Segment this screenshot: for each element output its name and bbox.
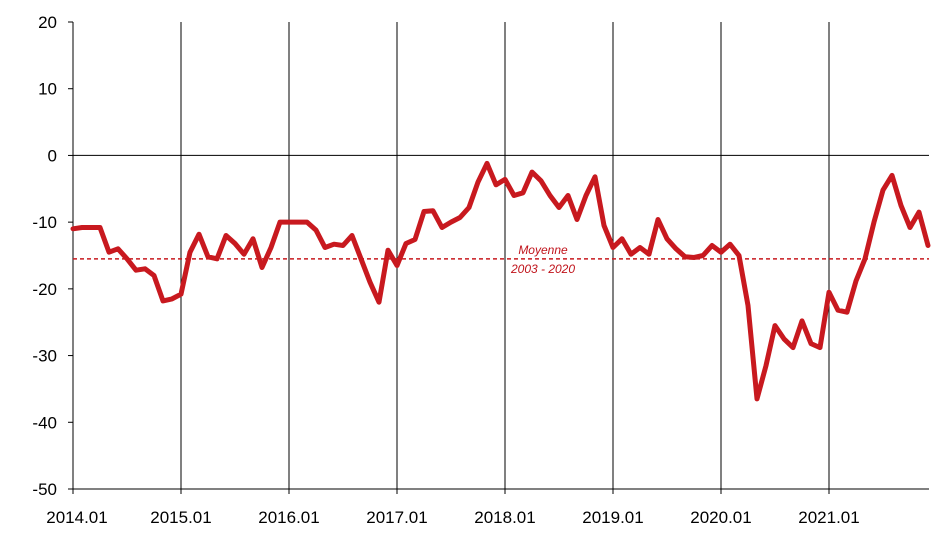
y-tick-label: -50 — [32, 480, 57, 499]
y-tick-label: -20 — [32, 280, 57, 299]
x-tick-label: 2019.01 — [582, 508, 643, 527]
y-tick-label: 20 — [38, 13, 57, 32]
x-tick-label: 2016.01 — [258, 508, 319, 527]
series-line-0 — [70, 160, 931, 402]
x-tick-label: 2018.01 — [474, 508, 535, 527]
y-tick-labels: 20 10 0 -10 -20 -30 -40 -50 — [32, 13, 57, 499]
y-tick-label: 0 — [48, 146, 57, 165]
x-tick-label: 2020.01 — [690, 508, 751, 527]
series-layer — [70, 160, 931, 402]
x-tick-labels: 2014.01 2015.01 2016.01 2017.01 2018.01 2019.… — [46, 508, 859, 527]
average-label-line1: Moyenne — [518, 243, 568, 257]
axes — [68, 21, 929, 494]
average-label-line2: 2003 - 2020 — [510, 262, 575, 276]
y-tick-label: 10 — [38, 80, 57, 99]
x-tick-label: 2021.01 — [798, 508, 859, 527]
y-tick-label: -10 — [32, 213, 57, 232]
x-tick-label: 2014.01 — [46, 508, 107, 527]
y-tick-label: -30 — [32, 347, 57, 366]
x-tick-label: 2015.01 — [150, 508, 211, 527]
x-tick-label: 2017.01 — [366, 508, 427, 527]
vertical-gridlines — [180, 22, 830, 489]
y-tick-label: -40 — [32, 413, 57, 432]
